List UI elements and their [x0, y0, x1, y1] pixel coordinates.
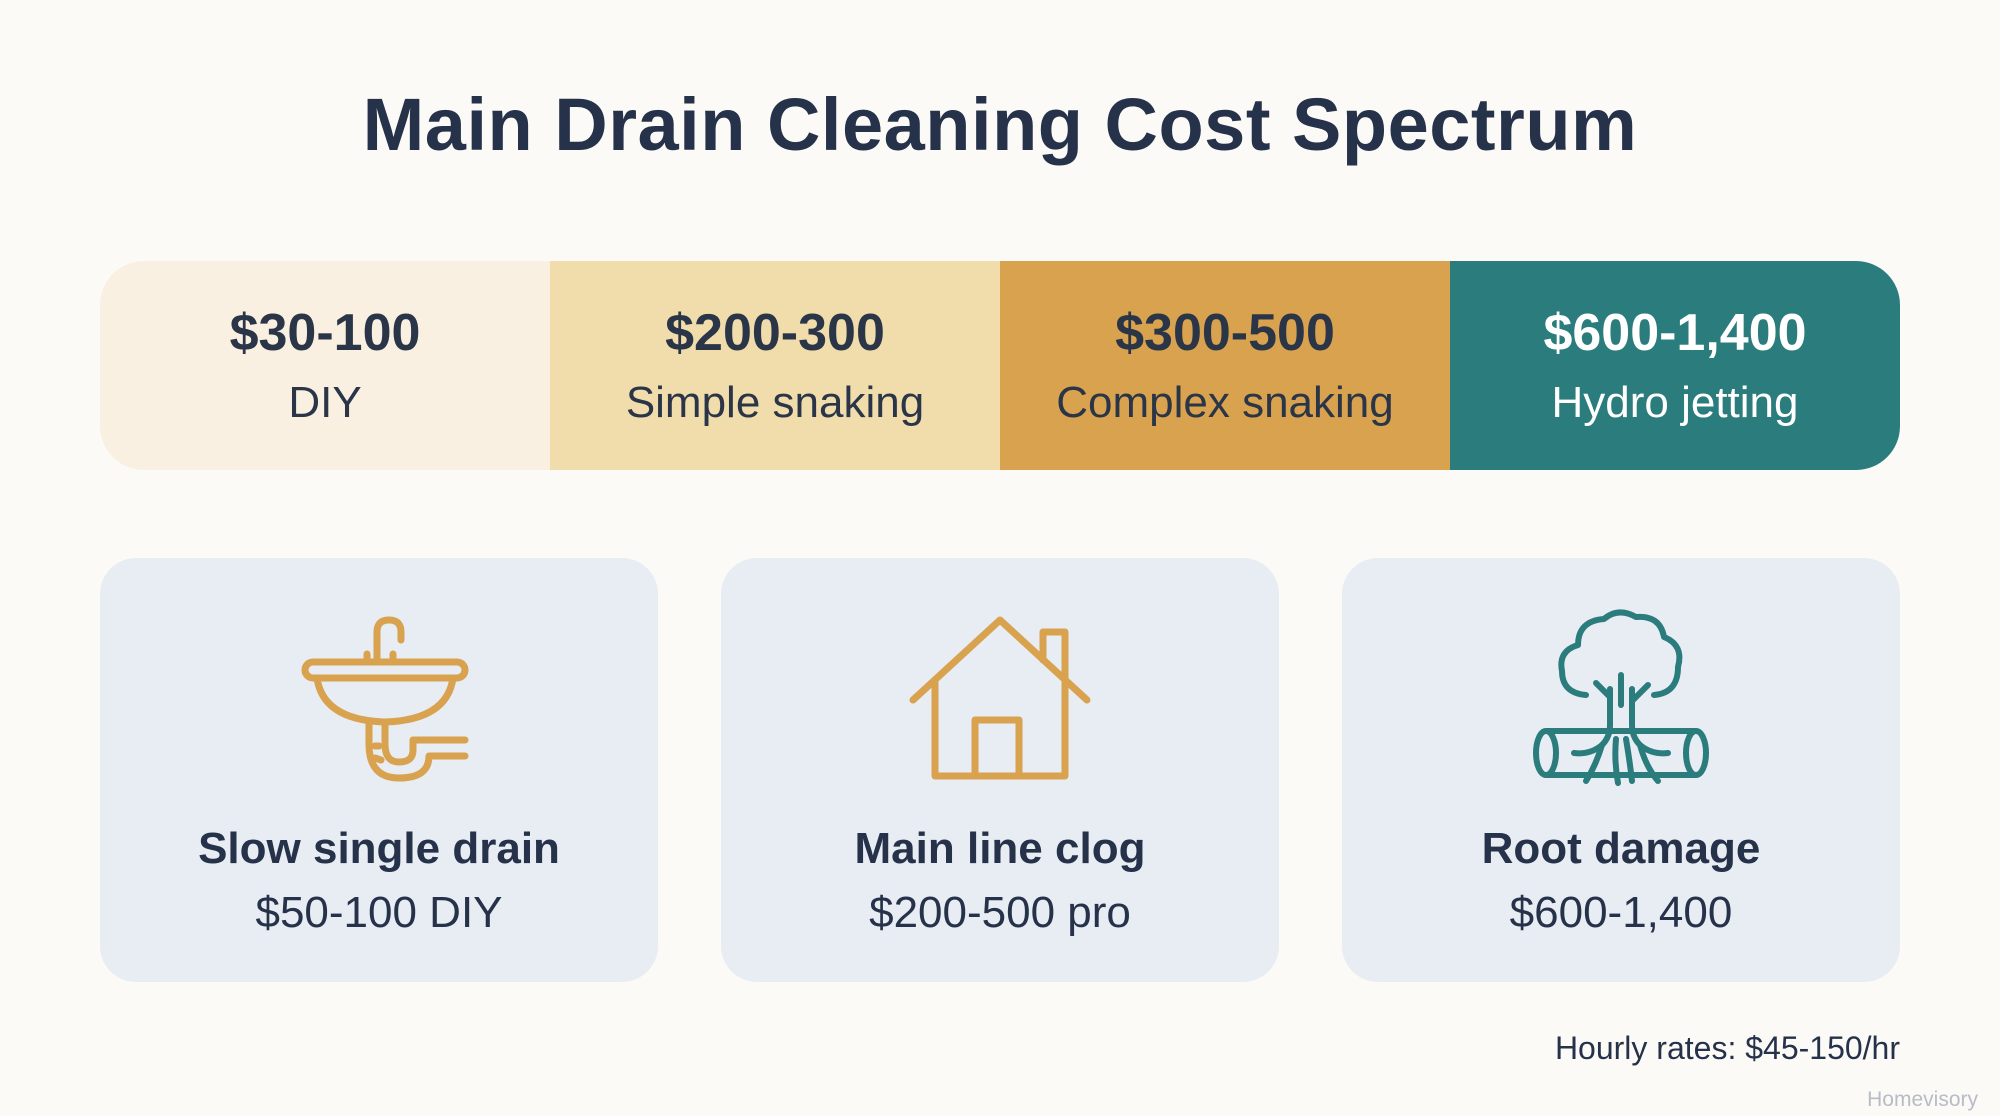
spectrum-segment-complex-snaking: $300-500 Complex snaking — [1000, 261, 1450, 470]
card-title: Root damage — [1481, 824, 1761, 873]
page-title: Main Drain Cleaning Cost Spectrum — [362, 83, 1638, 166]
card-title: Slow single drain — [198, 824, 560, 873]
brand-watermark: Homevisory — [1867, 1088, 1978, 1111]
card-title: Main line clog — [854, 824, 1146, 873]
spectrum-segment-simple-snaking: $200-300 Simple snaking — [550, 261, 1000, 470]
segment-price: $300-500 — [1115, 303, 1335, 362]
scenario-card-root-damage: Root damage $600-1,400 — [1342, 558, 1900, 982]
segment-method: Simple snaking — [625, 377, 925, 427]
scenario-card-main-line-clog: Main line clog $200-500 pro — [721, 558, 1279, 982]
segment-method: Hydro jetting — [1551, 377, 1799, 427]
spectrum-segment-diy: $30-100 DIY — [100, 261, 550, 470]
scenario-cards: Slow single drain $50-100 DIY Main line … — [100, 558, 1900, 982]
card-value: $50-100 DIY — [255, 888, 503, 937]
hourly-rates-note: Hourly rates: $45-150/hr — [1554, 1030, 1900, 1066]
card-value: $600-1,400 — [1509, 888, 1733, 937]
house-icon — [721, 600, 1279, 800]
card-value: $200-500 pro — [869, 888, 1131, 937]
scenario-card-slow-drain: Slow single drain $50-100 DIY — [100, 558, 658, 982]
segment-method: Complex snaking — [1056, 377, 1394, 427]
spectrum-segment-hydro-jetting: $600-1,400 Hydro jetting — [1450, 261, 1900, 470]
segment-price: $600-1,400 — [1543, 303, 1807, 362]
segment-method: DIY — [288, 377, 362, 427]
segment-price: $30-100 — [229, 303, 421, 362]
sink-icon — [100, 600, 658, 800]
tree-roots-icon — [1342, 600, 1900, 800]
cost-spectrum-bar: $30-100 DIY $200-300 Simple snaking $300… — [100, 261, 1900, 470]
segment-price: $200-300 — [665, 303, 885, 362]
